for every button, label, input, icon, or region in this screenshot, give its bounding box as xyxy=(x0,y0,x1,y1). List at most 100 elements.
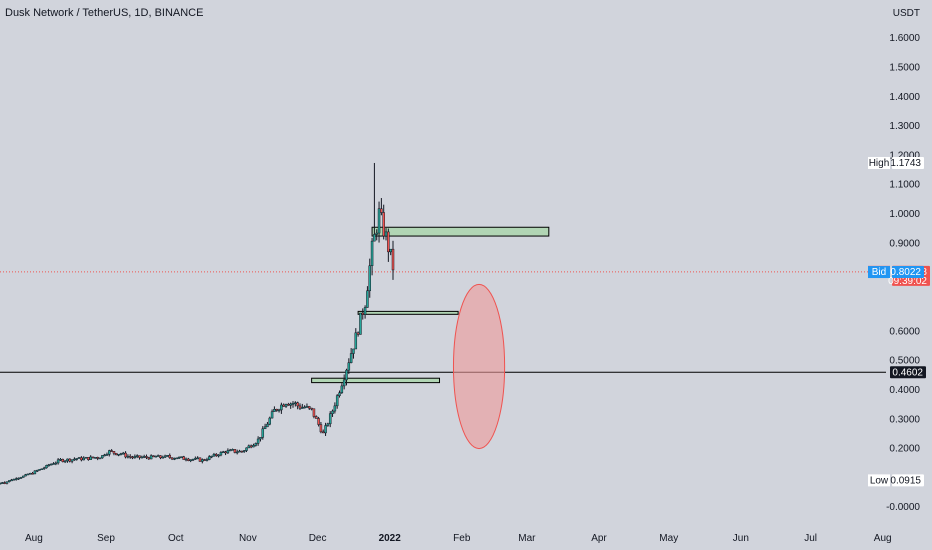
candle-up xyxy=(205,459,209,461)
candle-down xyxy=(233,449,237,453)
zone-rectangle[interactable] xyxy=(311,377,441,384)
price-tick-label: 1.6000 xyxy=(889,33,920,44)
candle-up xyxy=(45,465,48,469)
candle-up xyxy=(196,457,199,460)
price-tick-label: 1.4000 xyxy=(889,92,920,103)
low-label-bg xyxy=(868,474,890,487)
candle-up xyxy=(24,474,27,477)
ellipse-drawing[interactable] xyxy=(452,283,506,450)
high-bg xyxy=(892,156,924,169)
price-tick-label: 0.3000 xyxy=(889,414,920,425)
time-tick-label: Sep xyxy=(97,533,115,544)
bid-bg xyxy=(892,266,924,279)
candle-up xyxy=(84,457,88,459)
price-tick-label: 0.4000 xyxy=(889,385,920,396)
candle-down xyxy=(321,431,325,434)
candle-up xyxy=(349,353,353,363)
candle-up xyxy=(335,395,339,407)
zone-rectangle[interactable] xyxy=(371,226,550,237)
zone-rectangle[interactable] xyxy=(357,310,459,315)
candle-up xyxy=(10,479,13,482)
candle-up xyxy=(17,477,20,480)
candle-up xyxy=(201,459,204,462)
time-tick-label: Jun xyxy=(733,533,749,544)
candle-up xyxy=(191,458,195,461)
candle-up xyxy=(338,392,341,396)
candle-down xyxy=(152,455,155,458)
candle-up xyxy=(359,312,362,335)
time-tick-label: Feb xyxy=(453,533,471,544)
candle-down xyxy=(91,456,95,459)
candle-up xyxy=(294,402,297,404)
candle-down xyxy=(387,231,390,253)
candle-up xyxy=(352,348,355,354)
price-tick-label: 1.3000 xyxy=(889,121,920,132)
candle-down xyxy=(319,424,323,433)
candle-down xyxy=(380,208,383,213)
price-tick-label: 1.1000 xyxy=(889,180,920,191)
candle-up xyxy=(1,482,4,484)
candle-up xyxy=(126,455,130,458)
candle-down xyxy=(198,457,202,462)
candle-down xyxy=(96,457,99,459)
candle-up xyxy=(377,208,381,234)
price-axis[interactable]: USDT 1.6000 1.5000 1.4000 1.3000 1.2000 1.100… xyxy=(886,8,920,513)
candle-up xyxy=(280,404,283,411)
candle-up xyxy=(0,482,2,485)
time-tick-label: Oct xyxy=(168,533,184,544)
candle-down xyxy=(87,457,90,460)
candle-up xyxy=(163,455,167,458)
candle-down xyxy=(391,248,395,271)
candle-up xyxy=(26,473,30,476)
candle-up xyxy=(256,438,260,444)
candle-up xyxy=(289,403,292,406)
candle-up xyxy=(345,369,348,381)
candle-up xyxy=(347,362,351,371)
candle-up xyxy=(154,455,158,458)
zone-group[interactable] xyxy=(311,226,550,384)
candle-down xyxy=(147,457,151,460)
candle-up xyxy=(54,462,58,465)
candle-up xyxy=(161,456,165,459)
bid-label-bg xyxy=(868,266,890,279)
candle-up xyxy=(252,445,255,448)
candle-down xyxy=(298,405,302,409)
candle-down xyxy=(182,456,185,460)
price-tick-label: 1.0000 xyxy=(889,209,920,220)
candle-up xyxy=(73,458,76,461)
candle-up xyxy=(177,457,181,459)
candle-down xyxy=(170,457,174,460)
high-value: 1.1743 xyxy=(890,158,921,169)
price-tick-label: 0.6000 xyxy=(889,326,920,337)
candle-up xyxy=(270,411,274,419)
candle-up xyxy=(228,449,232,452)
candle-up xyxy=(384,231,388,237)
candle-down xyxy=(312,408,316,417)
candles-group xyxy=(0,162,395,485)
candle-down xyxy=(296,402,299,407)
candle-up xyxy=(63,460,67,463)
candle-up xyxy=(268,417,272,425)
candle-up xyxy=(70,459,74,462)
candle-up xyxy=(303,406,306,409)
time-tick-label: Nov xyxy=(239,533,257,544)
candle-up xyxy=(217,454,220,457)
candle-down xyxy=(282,404,285,407)
candle-up xyxy=(326,423,330,426)
candle-down xyxy=(382,212,385,237)
candle-up xyxy=(354,332,358,350)
time-tick-label: Aug xyxy=(25,533,43,544)
low-value: 0.0915 xyxy=(890,475,921,486)
candle-up xyxy=(56,459,60,464)
candle-down xyxy=(131,456,134,459)
time-axis[interactable]: Aug Sep Oct Nov Dec 2022 Feb Mar Apr May Jun Jul Aug xyxy=(25,533,892,544)
high-label: High xyxy=(869,158,890,169)
price-tick-label: 1.2000 xyxy=(889,150,920,161)
candle-up xyxy=(189,459,192,462)
candle-up xyxy=(175,457,178,460)
candle-up xyxy=(242,450,246,452)
candle-down xyxy=(68,458,72,462)
candle-down xyxy=(187,458,190,461)
